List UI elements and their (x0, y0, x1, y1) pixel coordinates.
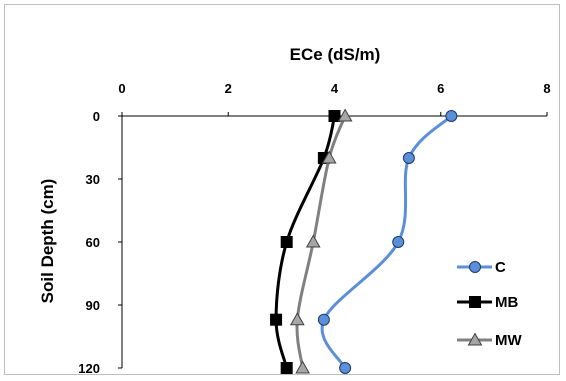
x-tick-label: 6 (437, 81, 444, 96)
y-tick-label: 60 (86, 235, 100, 250)
legend-item-mb: MB (457, 294, 518, 311)
data-point-mb (328, 110, 341, 122)
data-point-mb (280, 236, 293, 248)
data-point-mb (280, 362, 293, 374)
data-point-c (317, 313, 330, 326)
data-point-mw (305, 234, 321, 248)
x-tick-label: 8 (543, 81, 550, 96)
series-mw (289, 108, 353, 374)
y-tick-label: 90 (86, 298, 100, 313)
data-point-mw (289, 312, 305, 326)
legend-label: MW (495, 332, 522, 349)
data-point-mb (270, 313, 283, 326)
legend-label: C (495, 259, 506, 276)
data-point-mw (295, 360, 310, 374)
legend-marker (467, 332, 483, 346)
legend-label: MB (495, 294, 518, 311)
data-point-c (402, 152, 415, 164)
data-point-mw (321, 150, 337, 164)
legend-marker (469, 296, 481, 308)
x-tick-label: 2 (225, 81, 232, 96)
legend-marker (469, 261, 481, 273)
y-tick-label: 120 (78, 361, 100, 376)
x-axis-title: ECe (dS/m) (290, 45, 381, 64)
series-c (317, 110, 458, 374)
x-tick-label: 4 (331, 81, 339, 96)
data-point-c (445, 110, 458, 122)
data-point-c (392, 236, 405, 248)
data-point-mw (337, 108, 353, 122)
data-point-c (339, 362, 352, 374)
y-tick-label: 0 (93, 109, 100, 124)
y-tick-label: 30 (86, 172, 100, 187)
legend-item-mw: MW (457, 332, 522, 349)
legend-item-c: C (457, 259, 506, 276)
series-layer (270, 108, 458, 374)
x-tick-label: 0 (118, 81, 125, 96)
y-axis-title: Soil Depth (cm) (38, 179, 57, 304)
chart-frame (4, 4, 560, 375)
legend: C MB MW (457, 259, 522, 349)
series-mb (270, 110, 341, 374)
series-line-c (320, 114, 453, 369)
axes: 0 2 4 6 8 0 30 60 90 120 (78, 81, 550, 376)
